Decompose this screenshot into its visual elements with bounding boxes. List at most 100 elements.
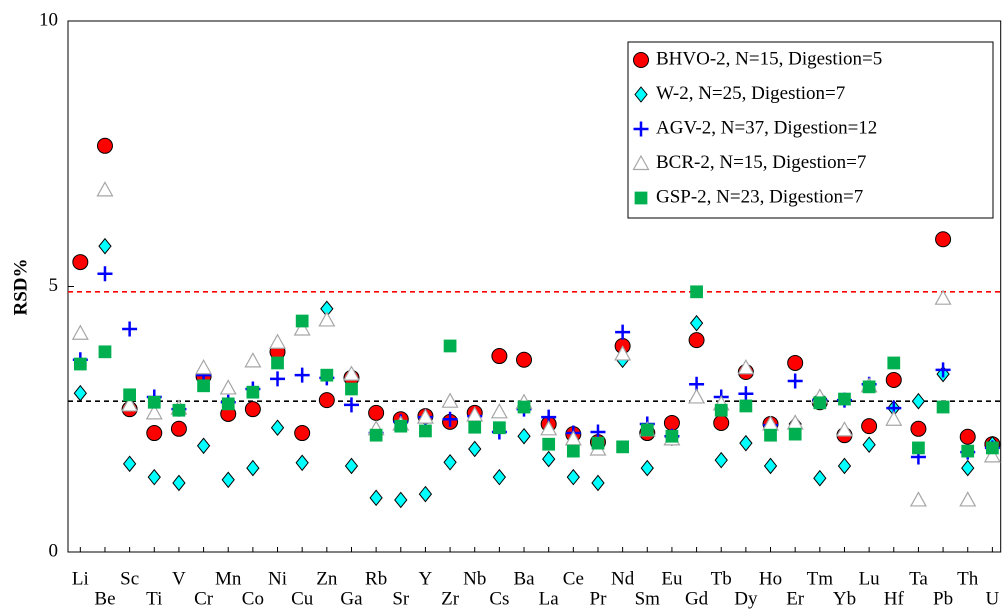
data-point xyxy=(72,254,89,271)
data-point xyxy=(688,332,705,349)
data-point xyxy=(493,421,506,435)
x-tick-label: Ta xyxy=(909,568,928,589)
x-tick-label: Cr xyxy=(194,588,214,609)
x-tick-label: Hf xyxy=(884,588,905,609)
data-point xyxy=(838,392,851,406)
data-point xyxy=(96,137,113,154)
data-point xyxy=(862,436,876,454)
data-point xyxy=(813,469,827,487)
legend-label: GSP-2, N=23, Digestion=7 xyxy=(656,186,863,207)
data-point xyxy=(295,454,309,472)
data-point xyxy=(73,384,87,402)
data-point xyxy=(737,359,755,375)
x-tick-label: V xyxy=(172,568,186,589)
data-point xyxy=(542,450,556,468)
data-point xyxy=(121,396,139,412)
data-point xyxy=(738,386,754,402)
x-tick-label: Co xyxy=(242,588,264,609)
data-point xyxy=(419,424,432,438)
data-point xyxy=(146,425,163,442)
x-tick-label: Sc xyxy=(120,568,139,589)
data-point xyxy=(787,373,803,389)
x-tick-label: Ti xyxy=(146,588,162,609)
data-point xyxy=(345,382,358,396)
x-tick-label: Sm xyxy=(635,588,661,609)
data-point xyxy=(640,423,654,437)
x-tick-label: Cs xyxy=(489,588,509,609)
x-tick-label: Er xyxy=(786,588,805,609)
data-point xyxy=(442,411,458,427)
data-point xyxy=(566,444,580,458)
data-point xyxy=(271,356,284,370)
data-point xyxy=(490,403,508,419)
data-point xyxy=(713,414,730,431)
data-point xyxy=(835,421,853,437)
x-tick-label: Tm xyxy=(807,568,834,589)
data-point xyxy=(665,429,679,443)
data-point xyxy=(714,451,728,469)
data-point xyxy=(591,436,605,450)
x-tick-label: La xyxy=(539,588,560,609)
data-point xyxy=(862,380,876,394)
x-tick-label: Y xyxy=(419,568,433,589)
data-point xyxy=(170,420,187,437)
data-point xyxy=(98,237,112,255)
x-tick-label: Gd xyxy=(685,588,709,609)
data-point xyxy=(368,404,385,421)
x-tick-label: Lu xyxy=(859,568,881,589)
data-point xyxy=(912,441,925,455)
legend-marker xyxy=(632,154,650,171)
x-tick-label: Ga xyxy=(340,588,363,609)
x-tick-label: Be xyxy=(94,588,115,609)
data-point xyxy=(219,379,237,395)
x-tick-label: Pb xyxy=(933,588,953,609)
data-point xyxy=(394,491,408,509)
data-point xyxy=(763,457,778,475)
x-tick-label: Rb xyxy=(365,568,387,589)
data-point xyxy=(97,266,113,282)
y-tick-label: 5 xyxy=(49,275,59,296)
data-point xyxy=(813,396,827,410)
data-point xyxy=(491,348,508,365)
data-point xyxy=(294,425,311,442)
data-point xyxy=(961,444,975,458)
data-point xyxy=(935,231,952,248)
data-point xyxy=(739,434,753,452)
data-point xyxy=(540,420,558,436)
data-point xyxy=(983,447,1001,463)
data-point xyxy=(714,403,728,417)
data-point xyxy=(343,397,359,413)
data-point xyxy=(293,320,311,336)
data-point xyxy=(221,471,235,489)
data-point xyxy=(295,314,309,328)
data-point xyxy=(443,339,457,353)
data-point xyxy=(885,371,902,388)
x-tick-label: Mn xyxy=(215,568,242,589)
data-point xyxy=(663,414,680,431)
x-tick-label: Ho xyxy=(759,568,782,589)
data-point xyxy=(416,408,434,424)
x-tick-label: Cu xyxy=(291,588,314,609)
data-point xyxy=(96,181,114,197)
x-tick-label: Zn xyxy=(316,568,338,589)
data-point xyxy=(122,455,137,473)
data-point xyxy=(690,285,703,299)
data-point xyxy=(270,419,285,437)
data-point xyxy=(318,392,335,409)
x-tick-label: Pr xyxy=(590,588,608,609)
data-point xyxy=(764,428,777,442)
legend-marker xyxy=(634,86,648,103)
data-point xyxy=(145,404,163,420)
legend-box xyxy=(627,41,994,219)
data-point xyxy=(959,491,977,507)
data-point xyxy=(246,459,260,477)
data-point xyxy=(197,379,210,393)
data-point xyxy=(614,345,632,361)
data-point xyxy=(122,321,138,337)
x-tick-label: Yb xyxy=(833,588,856,609)
data-point xyxy=(441,392,459,408)
y-axis-label: RSD% xyxy=(10,258,31,315)
data-point xyxy=(517,427,531,445)
data-point xyxy=(147,395,161,409)
